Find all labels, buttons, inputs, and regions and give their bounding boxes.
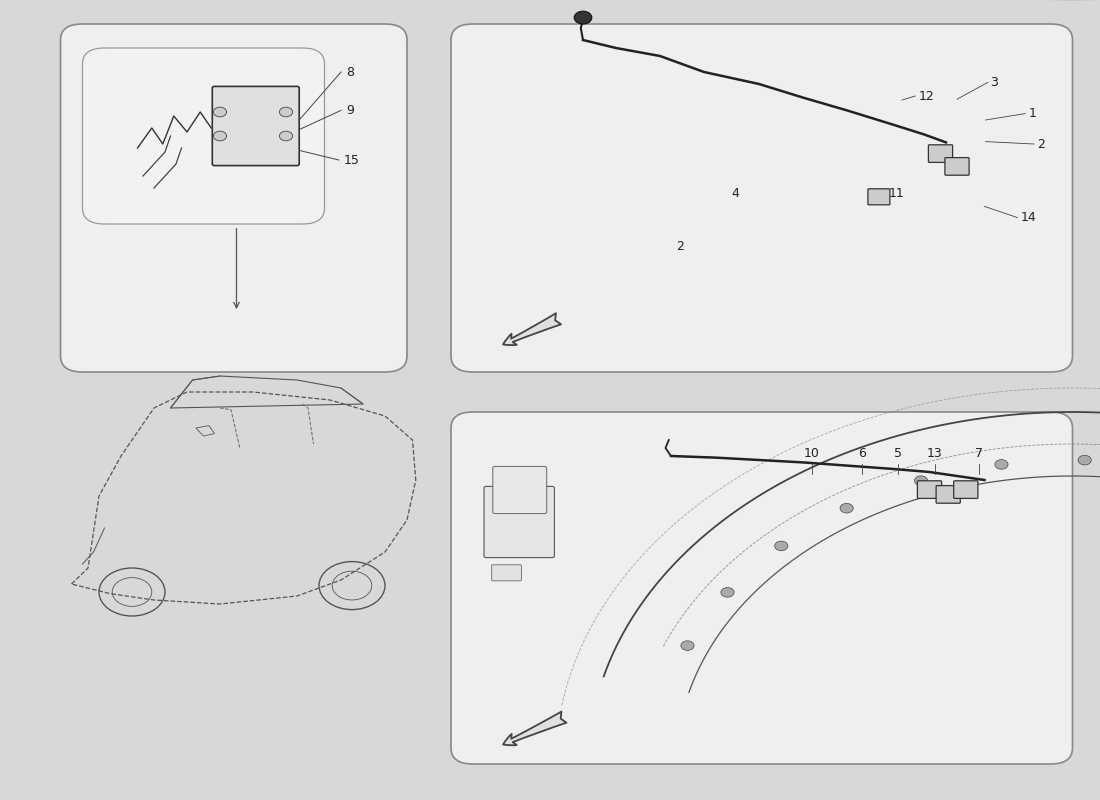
- Circle shape: [213, 131, 227, 141]
- FancyBboxPatch shape: [868, 189, 890, 205]
- Text: 5: 5: [893, 447, 902, 460]
- Text: 6: 6: [858, 447, 867, 460]
- Text: 12: 12: [918, 90, 934, 102]
- FancyBboxPatch shape: [451, 412, 1072, 764]
- FancyBboxPatch shape: [60, 24, 407, 372]
- Text: 4: 4: [732, 187, 739, 200]
- FancyBboxPatch shape: [493, 466, 547, 514]
- Text: 9: 9: [346, 104, 354, 117]
- FancyBboxPatch shape: [917, 481, 942, 498]
- FancyBboxPatch shape: [451, 24, 1072, 372]
- Text: 1: 1: [1028, 107, 1036, 120]
- Text: 14: 14: [1021, 211, 1036, 224]
- FancyBboxPatch shape: [82, 48, 324, 224]
- Text: 10: 10: [804, 447, 820, 460]
- Circle shape: [994, 460, 1008, 470]
- Text: 2: 2: [676, 240, 684, 253]
- Circle shape: [914, 476, 927, 486]
- Circle shape: [720, 587, 734, 597]
- Circle shape: [213, 107, 227, 117]
- Circle shape: [840, 503, 854, 513]
- Text: 11: 11: [889, 187, 904, 200]
- Text: 7: 7: [975, 447, 983, 460]
- Text: 15: 15: [343, 154, 359, 166]
- Circle shape: [1078, 455, 1091, 465]
- Circle shape: [279, 107, 293, 117]
- Circle shape: [574, 11, 592, 24]
- Text: 8: 8: [346, 66, 354, 78]
- Text: 2: 2: [1037, 138, 1045, 150]
- Circle shape: [279, 131, 293, 141]
- Text: 13: 13: [927, 447, 943, 460]
- FancyBboxPatch shape: [945, 158, 969, 175]
- FancyBboxPatch shape: [492, 565, 521, 581]
- Text: 3: 3: [990, 76, 998, 89]
- Circle shape: [681, 641, 694, 650]
- Circle shape: [774, 541, 788, 550]
- FancyBboxPatch shape: [954, 481, 978, 498]
- FancyBboxPatch shape: [928, 145, 953, 162]
- FancyBboxPatch shape: [484, 486, 554, 558]
- FancyBboxPatch shape: [936, 486, 960, 503]
- FancyBboxPatch shape: [212, 86, 299, 166]
